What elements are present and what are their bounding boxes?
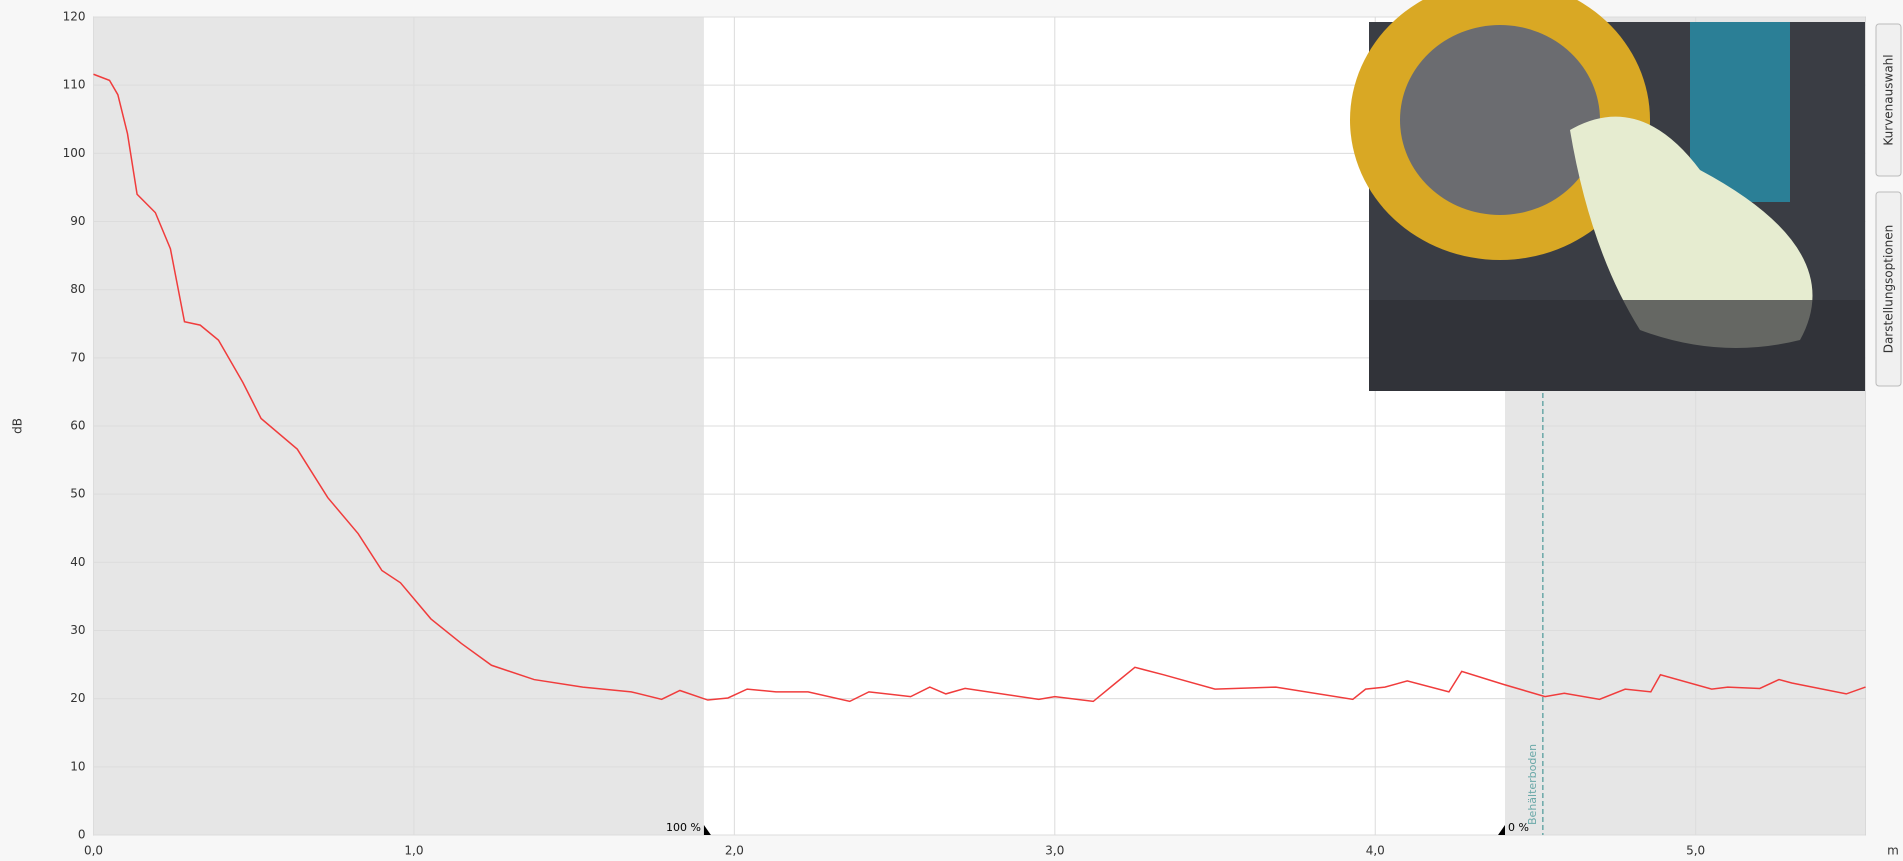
y-tick-label: 20 xyxy=(70,691,85,705)
marker-label: 0 % xyxy=(1508,821,1529,834)
video-thumbnail[interactable] xyxy=(1350,0,1865,391)
marker-label: 100 % xyxy=(666,821,701,834)
side-tab[interactable] xyxy=(1875,191,1902,387)
data-line xyxy=(93,73,1866,703)
y-tick-label: 40 xyxy=(70,555,85,569)
y-tick-label: 70 xyxy=(70,350,85,364)
marker xyxy=(1498,825,1506,835)
x-tick-label: 5,0 xyxy=(1686,844,1705,858)
x-tick-label: 2,0 xyxy=(725,844,744,858)
y-tick-label: 0 xyxy=(78,828,86,842)
side-tab-label[interactable]: Darstellungsoptionen xyxy=(1882,225,1896,354)
x-tick-label: 4,0 xyxy=(1366,844,1385,858)
x-tick-label: 0,0 xyxy=(84,844,103,858)
marker xyxy=(703,825,711,835)
side-tab[interactable] xyxy=(1875,23,1902,177)
y-tick-label: 50 xyxy=(70,487,85,501)
y-tick-label: 100 xyxy=(63,146,86,160)
x-tick-label: 1,0 xyxy=(404,844,423,858)
y-tick-label: 120 xyxy=(63,10,86,24)
x-tick-label: 3,0 xyxy=(1045,844,1064,858)
y-tick-label: 90 xyxy=(70,214,85,228)
reference-label: Behälterboden xyxy=(1526,744,1539,825)
y-axis-label: dB xyxy=(11,418,25,434)
y-tick-label: 80 xyxy=(70,282,85,296)
x-axis-label: m xyxy=(1887,844,1899,858)
side-tab-label[interactable]: Kurvenauswahl xyxy=(1882,54,1896,145)
y-tick-label: 60 xyxy=(70,419,85,433)
y-tick-label: 110 xyxy=(63,78,86,92)
grid xyxy=(93,16,1866,836)
y-tick-label: 10 xyxy=(70,759,85,773)
y-tick-label: 30 xyxy=(70,623,85,637)
